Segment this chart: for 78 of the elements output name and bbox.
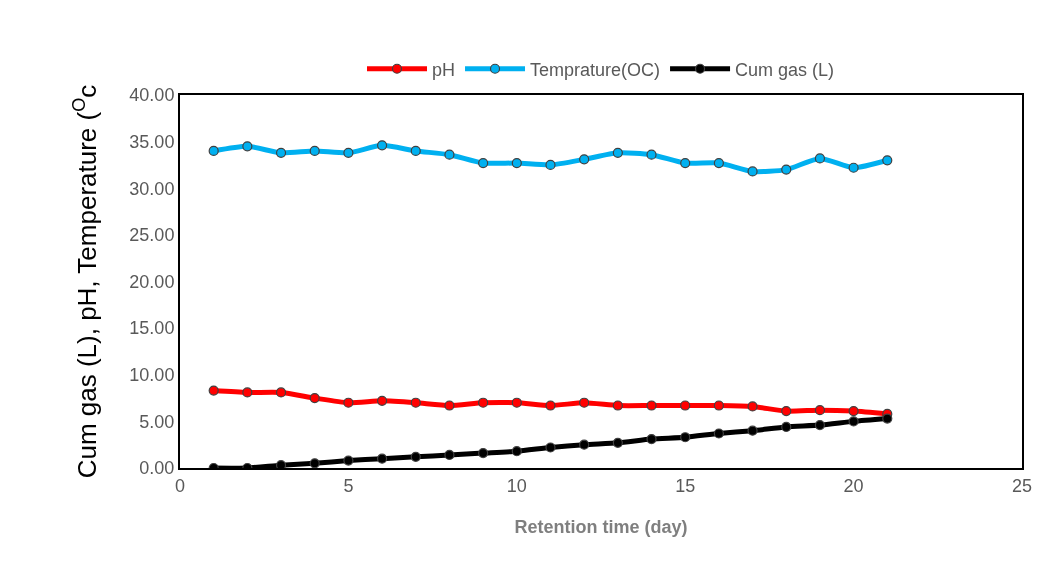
point xyxy=(646,433,657,445)
point xyxy=(444,400,455,411)
point xyxy=(376,140,388,151)
point xyxy=(309,458,320,468)
legend-label: Cum gas (L) xyxy=(735,59,835,80)
point xyxy=(511,157,522,169)
y-tick-label: 10.00 xyxy=(129,365,175,386)
point xyxy=(545,400,556,411)
point xyxy=(848,416,859,427)
x-axis-title: Retention time (day) xyxy=(514,517,688,537)
point xyxy=(579,439,590,450)
y-tick-label: 0.00 xyxy=(139,458,175,479)
point xyxy=(848,162,859,173)
point xyxy=(814,420,826,431)
point xyxy=(646,400,657,411)
legend-label: pH xyxy=(432,59,456,80)
point xyxy=(781,421,792,433)
point xyxy=(410,451,421,462)
point xyxy=(713,400,724,411)
point xyxy=(579,397,590,408)
point xyxy=(747,401,758,412)
point xyxy=(275,387,287,398)
point xyxy=(511,446,522,457)
point xyxy=(478,157,489,169)
point xyxy=(814,405,826,416)
point xyxy=(208,145,219,157)
point xyxy=(343,147,354,158)
legend-label: Temprature(OC) xyxy=(530,59,661,80)
point xyxy=(343,397,354,408)
point xyxy=(376,395,388,406)
point xyxy=(579,154,590,165)
point xyxy=(511,397,522,408)
point xyxy=(781,406,792,417)
point xyxy=(882,155,893,166)
y-tick-label: 40.00 xyxy=(129,85,175,106)
point xyxy=(444,449,455,461)
x-tick-label: 15 xyxy=(675,475,696,496)
point xyxy=(612,147,623,158)
point xyxy=(275,147,287,158)
point xyxy=(882,413,893,424)
point xyxy=(309,145,320,157)
point xyxy=(478,397,489,408)
point xyxy=(444,149,455,160)
point xyxy=(680,432,691,443)
point xyxy=(747,425,758,436)
point xyxy=(747,166,758,177)
x-tick-label: 20 xyxy=(843,475,864,496)
point xyxy=(309,392,320,404)
point xyxy=(713,157,724,169)
point xyxy=(781,164,792,175)
x-tick-label: 5 xyxy=(343,475,354,496)
y-tick-label: 30.00 xyxy=(129,178,175,199)
point xyxy=(680,400,691,411)
point xyxy=(814,153,826,164)
y-tick-label: 20.00 xyxy=(129,271,175,292)
point xyxy=(848,406,859,417)
point xyxy=(478,447,489,459)
point xyxy=(612,400,623,411)
point xyxy=(376,453,388,464)
point xyxy=(545,442,556,453)
point xyxy=(242,387,253,398)
y-tick-label: 25.00 xyxy=(129,225,175,246)
point xyxy=(680,157,691,169)
point xyxy=(646,149,657,160)
point xyxy=(410,145,421,157)
point xyxy=(713,428,724,439)
y-tick-label: 35.00 xyxy=(129,131,175,152)
point xyxy=(343,455,354,466)
y-tick-label: 5.00 xyxy=(139,411,175,432)
point xyxy=(242,141,253,152)
x-tick-label: 10 xyxy=(506,475,527,496)
point xyxy=(612,437,623,448)
point xyxy=(410,397,421,408)
x-tick-label: 0 xyxy=(174,475,186,496)
point xyxy=(545,159,556,171)
x-tick-label: 25 xyxy=(1011,475,1033,496)
y-tick-label: 15.00 xyxy=(129,318,175,339)
point xyxy=(208,385,219,396)
